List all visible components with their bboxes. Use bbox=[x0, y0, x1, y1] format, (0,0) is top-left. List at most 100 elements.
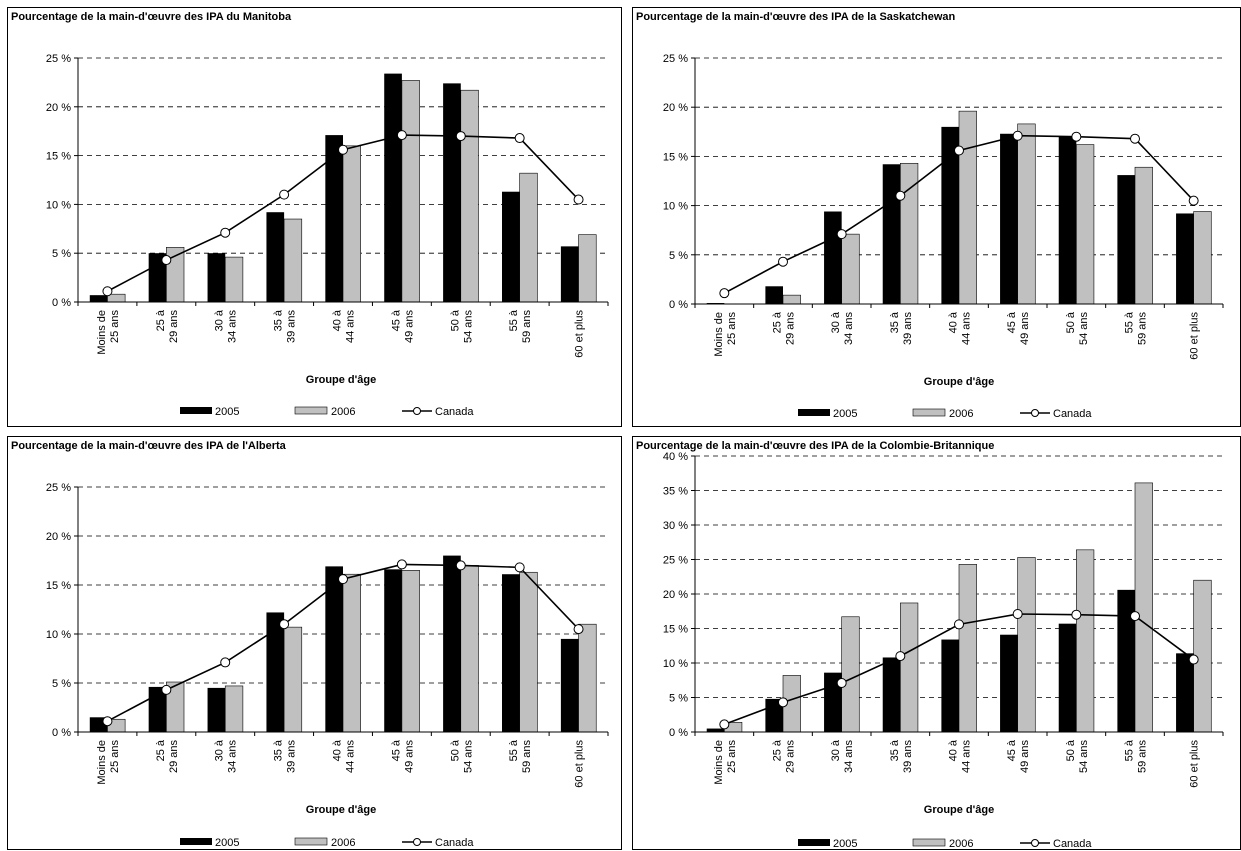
x-tick-label: 35 à39 ans bbox=[889, 311, 914, 345]
y-tick-label: 5 % bbox=[669, 250, 688, 262]
bar-2005 bbox=[148, 686, 167, 732]
legend-swatch-2006 bbox=[912, 408, 946, 417]
legend-label-2006: 2006 bbox=[331, 406, 355, 418]
x-tick-label: 40 à44 ans bbox=[332, 309, 357, 343]
canada-point bbox=[455, 560, 466, 571]
bar-2006 bbox=[578, 234, 597, 303]
canada-point bbox=[455, 131, 466, 142]
legend-label-2006: 2006 bbox=[949, 408, 973, 420]
y-tick-label: 10 % bbox=[46, 199, 71, 211]
x-tick-label: 50 à54 ans bbox=[449, 309, 474, 343]
y-tick-label: 40 % bbox=[663, 451, 688, 463]
x-tick-label: 55 à59 ans bbox=[1124, 739, 1149, 773]
legend-swatch-2005 bbox=[180, 407, 212, 414]
canada-point bbox=[279, 189, 290, 200]
x-tick-label: 30 à34 ans bbox=[214, 309, 239, 343]
bar-2006 bbox=[519, 172, 538, 303]
chart-title: Pourcentage de la main-d'œuvre des IPA d… bbox=[11, 11, 292, 23]
y-tick-label: 20 % bbox=[46, 102, 71, 114]
bar-2005 bbox=[1058, 623, 1077, 732]
canada-point bbox=[161, 684, 172, 695]
y-tick-label: 0 % bbox=[669, 299, 688, 311]
legend-label-2005: 2005 bbox=[215, 406, 239, 418]
x-tick-label: 45 à49 ans bbox=[390, 739, 415, 773]
canada-point bbox=[514, 562, 525, 573]
bar-2005 bbox=[1000, 634, 1018, 732]
canada-point bbox=[220, 657, 231, 668]
bar-2005 bbox=[706, 728, 725, 732]
canada-point bbox=[1071, 609, 1082, 620]
bar-2005 bbox=[765, 286, 783, 304]
bar-2006 bbox=[1076, 144, 1095, 305]
bar-2006 bbox=[1134, 166, 1153, 305]
canada-point bbox=[895, 651, 906, 662]
bar-2005 bbox=[941, 639, 959, 732]
canada-point bbox=[396, 559, 407, 570]
canada-point bbox=[279, 619, 290, 630]
chart-panel-manitoba: Pourcentage de la main-d'œuvre des IPA d… bbox=[7, 7, 622, 427]
x-tick-label: 30 à34 ans bbox=[214, 739, 239, 773]
y-tick-label: 30 % bbox=[663, 520, 688, 532]
canada-point bbox=[719, 288, 730, 299]
legend-marker-canada bbox=[413, 838, 421, 846]
bar-2006 bbox=[401, 80, 420, 303]
bar-2005 bbox=[502, 574, 520, 732]
canada-point bbox=[895, 190, 906, 201]
legend-swatch-2005 bbox=[180, 838, 212, 845]
canada-point bbox=[1188, 654, 1199, 665]
bar-2006 bbox=[283, 626, 303, 733]
y-tick-label: 10 % bbox=[663, 201, 688, 213]
x-tick-label: 50 à54 ans bbox=[449, 739, 474, 773]
bar-2005 bbox=[882, 164, 901, 304]
bar-2006 bbox=[224, 685, 244, 733]
x-tick-label: 25 à29 ans bbox=[772, 739, 797, 773]
x-tick-label: 30 à34 ans bbox=[830, 311, 855, 345]
y-tick-label: 35 % bbox=[663, 486, 688, 498]
chart-panel-colombie-britannique: Pourcentage de la main-d'œuvre des IPA d… bbox=[632, 436, 1241, 850]
bar-2006 bbox=[1134, 482, 1153, 733]
chart-title: Pourcentage de la main-d'œuvre des IPA d… bbox=[636, 11, 956, 23]
legend-swatch-2006 bbox=[912, 838, 946, 847]
y-tick-label: 25 % bbox=[46, 53, 71, 65]
bar-2006 bbox=[224, 256, 244, 303]
bar-2005 bbox=[882, 657, 901, 732]
y-tick-label: 20 % bbox=[663, 589, 688, 601]
bar-2005 bbox=[325, 135, 343, 302]
canada-point bbox=[719, 719, 730, 730]
canada-point bbox=[1071, 131, 1082, 142]
bar-2006 bbox=[1017, 557, 1036, 733]
canada-point bbox=[514, 133, 525, 144]
bar-2005 bbox=[266, 612, 285, 732]
legend-swatch-2005 bbox=[798, 839, 830, 846]
canada-point bbox=[1012, 130, 1023, 141]
bar-2005 bbox=[325, 566, 343, 732]
x-tick-label: Moins de25 ans bbox=[96, 740, 121, 785]
bar-2006 bbox=[841, 616, 860, 733]
legend-swatch-2005 bbox=[798, 409, 830, 416]
y-tick-label: 15 % bbox=[46, 580, 71, 592]
y-tick-label: 0 % bbox=[669, 727, 688, 739]
bar-2005 bbox=[1176, 653, 1194, 732]
canada-point bbox=[338, 144, 348, 155]
bar-2005 bbox=[1058, 136, 1077, 304]
x-tick-label: 40 à44 ans bbox=[948, 311, 973, 345]
bar-2006 bbox=[578, 623, 597, 733]
x-tick-label: 35 à39 ans bbox=[273, 309, 298, 343]
y-tick-label: 25 % bbox=[663, 53, 688, 65]
y-tick-label: 0 % bbox=[52, 727, 71, 739]
canada-point bbox=[573, 624, 584, 635]
x-tick-label: 45 à49 ans bbox=[1006, 739, 1031, 773]
x-tick-label: 60 et plus bbox=[1189, 312, 1201, 360]
canada-point bbox=[161, 255, 172, 266]
canada-point bbox=[778, 697, 788, 708]
bar-2005 bbox=[1000, 133, 1018, 304]
x-tick-label: 60 et plus bbox=[1189, 740, 1201, 788]
bar-2005 bbox=[266, 212, 285, 302]
bar-2005 bbox=[560, 246, 579, 302]
x-tick-label: 45 à49 ans bbox=[390, 309, 415, 343]
x-axis-label: Groupe d'âge bbox=[924, 376, 994, 388]
canada-point bbox=[954, 619, 964, 630]
canada-point bbox=[573, 194, 584, 205]
canada-point bbox=[1130, 611, 1140, 622]
y-tick-label: 15 % bbox=[46, 151, 71, 163]
